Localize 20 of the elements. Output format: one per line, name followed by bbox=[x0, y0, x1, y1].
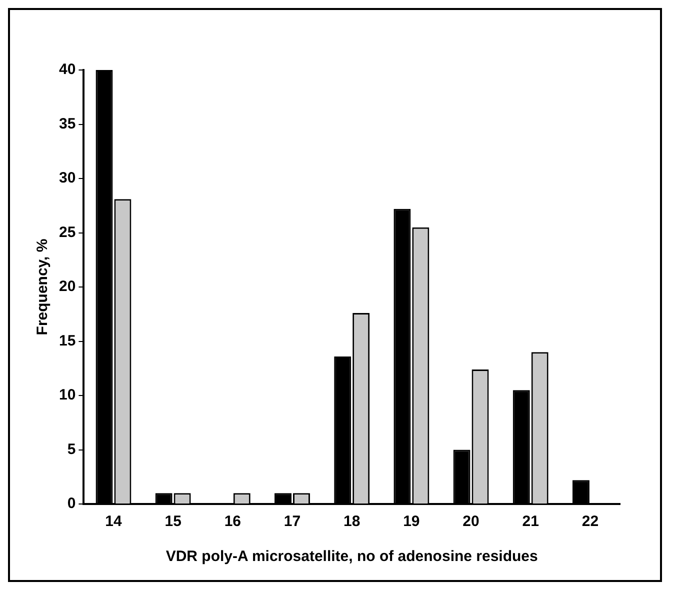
y-tick-label: 0 bbox=[67, 495, 76, 512]
y-axis-title: Frequency, % bbox=[34, 238, 52, 336]
x-tick-label: 14 bbox=[105, 513, 122, 530]
x-tick-label: 21 bbox=[522, 513, 539, 530]
x-tick-label: 22 bbox=[582, 513, 599, 530]
y-tick-label: 40 bbox=[58, 61, 76, 78]
y-tick-label: 10 bbox=[58, 386, 76, 404]
x-tick-label: 17 bbox=[284, 513, 301, 530]
x-axis-title: VDR poly-A microsatellite, no of adenosine residues bbox=[166, 548, 538, 566]
y-tick-label: 20 bbox=[58, 278, 76, 296]
y-tick-label: 35 bbox=[58, 115, 76, 132]
x-tick-label: 19 bbox=[403, 513, 420, 530]
y-tick-label: 5 bbox=[67, 440, 76, 458]
x-tick-label: 16 bbox=[224, 513, 242, 530]
y-tick-label: 25 bbox=[58, 224, 76, 241]
x-tick-label: 18 bbox=[344, 513, 360, 530]
x-tick-label: 15 bbox=[164, 513, 182, 530]
y-tick-label: 15 bbox=[58, 332, 76, 350]
y-tick-label: 30 bbox=[58, 170, 76, 187]
x-tick-label: 20 bbox=[462, 513, 480, 530]
